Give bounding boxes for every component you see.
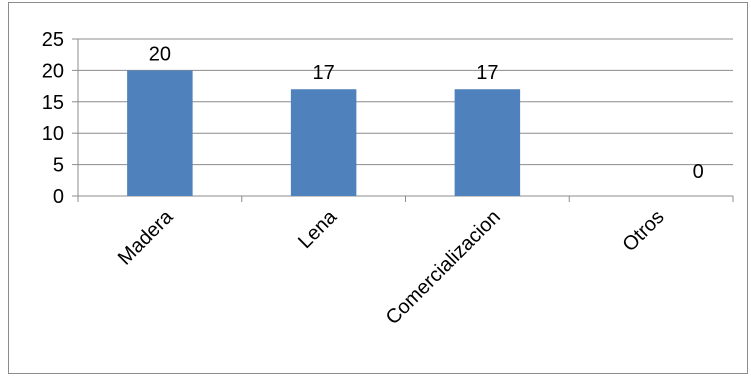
- bar-comercializacion: [455, 89, 521, 196]
- category-label-otros: Otros: [619, 206, 669, 256]
- y-tick-label: 25: [42, 29, 64, 51]
- y-tick-label: 0: [53, 186, 64, 208]
- data-label-otros: 0: [693, 161, 704, 183]
- category-label-madera: Madera: [114, 205, 178, 269]
- category-label-comercializacion: Comercializacion: [382, 206, 505, 329]
- y-tick-label: 10: [42, 123, 64, 145]
- bar-madera: [127, 70, 193, 196]
- y-tick-label: 20: [42, 60, 64, 82]
- data-label-madera: 20: [149, 43, 171, 65]
- bar-lena: [291, 89, 357, 196]
- y-tick-label: 15: [42, 92, 64, 114]
- y-tick-labels: 0 5 10 15 20 25: [42, 29, 64, 208]
- category-label-lena: Lena: [294, 205, 342, 253]
- bars: [127, 70, 520, 196]
- data-labels: 20 17 17 0: [149, 43, 704, 183]
- data-label-comercializacion: 17: [476, 62, 498, 84]
- data-label-lena: 17: [313, 62, 335, 84]
- y-tick-label: 5: [53, 155, 64, 177]
- category-labels: Madera Lena Comercializacion Otros: [114, 205, 669, 329]
